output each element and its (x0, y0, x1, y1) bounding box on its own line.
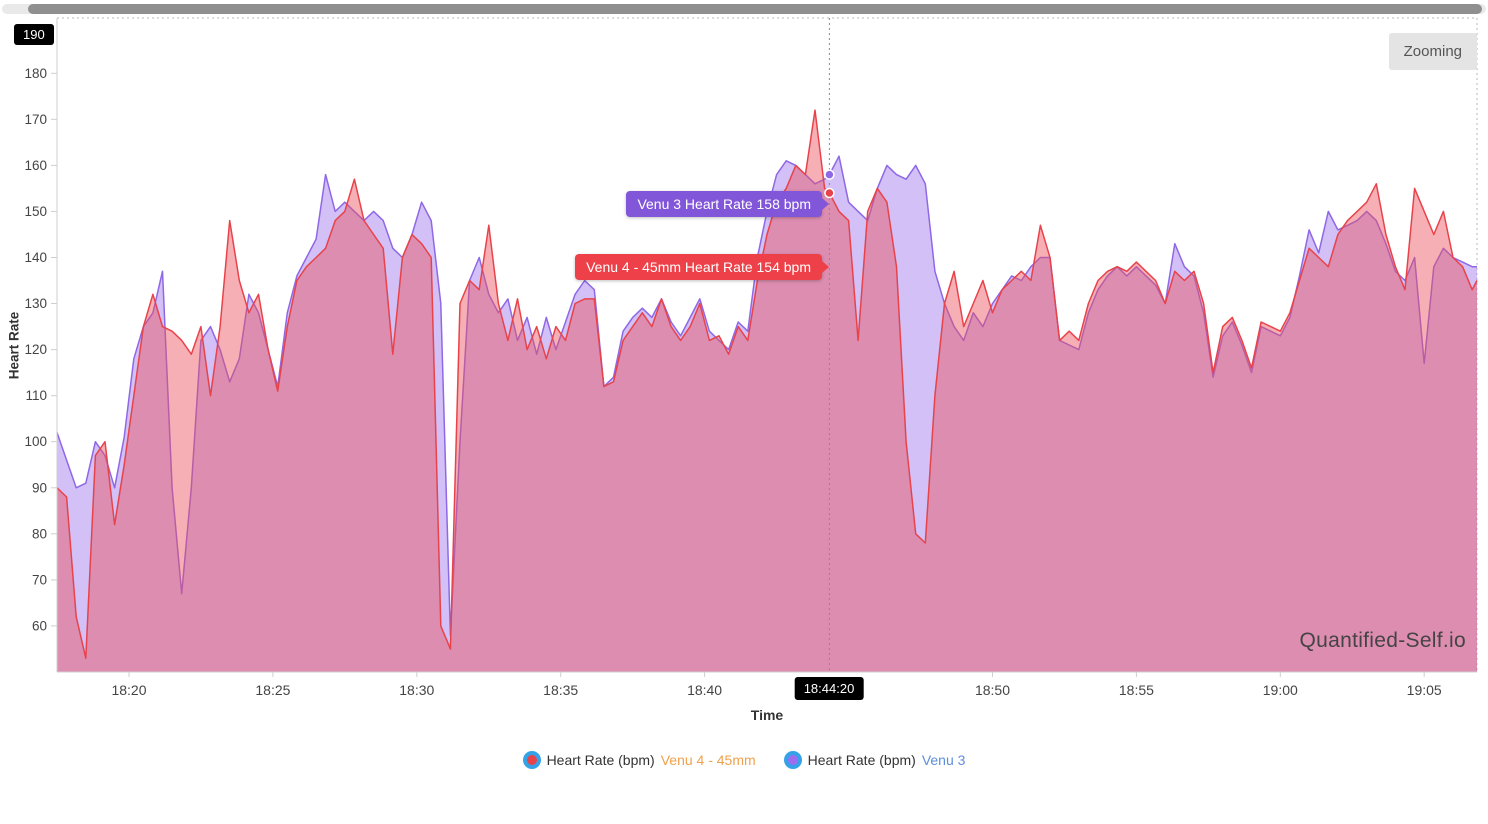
crosshair-y-label: 190 (14, 24, 54, 45)
y-axis-title: Heart Rate (6, 311, 22, 380)
range-scrollbar-handle[interactable] (28, 4, 1482, 14)
legend-metric-label: Heart Rate (bpm) (807, 752, 916, 768)
zooming-mode-button[interactable]: Zooming (1388, 33, 1477, 70)
crosshair-x-label: 18:44:20 (794, 677, 864, 700)
y-tick-label: 150 (24, 204, 47, 219)
legend-series-name: Venu 3 (921, 752, 966, 768)
y-tick-label: 110 (25, 388, 47, 403)
x-tick-label: 18:20 (111, 682, 146, 698)
legend-item-venu3[interactable]: Heart Rate (bpm) Venu 3 (783, 751, 966, 769)
y-tick-label: 80 (32, 526, 47, 541)
venu4-series-marker-icon (522, 751, 541, 769)
tooltip-venu3: Venu 3 Heart Rate 158 bpm (626, 191, 829, 217)
y-tick-label: 120 (24, 342, 47, 357)
legend: Heart Rate (bpm) Venu 4 - 45mm Heart Rat… (0, 751, 1488, 769)
watermark: Quantified-Self.io (1299, 629, 1466, 652)
legend-item-venu4[interactable]: Heart Rate (bpm) Venu 4 - 45mm (522, 751, 756, 769)
venu3-series-marker-icon (783, 751, 802, 769)
heart-rate-chart[interactable]: 60 70 80 90 100 110 120 130 140 150 160 170 180 18:20… (0, 0, 1488, 730)
x-tick-label: 18:40 (687, 682, 722, 698)
x-axis-title: Time (750, 707, 784, 723)
x-tick-label: 19:00 (1263, 682, 1298, 698)
y-tick-label: 60 (32, 618, 47, 633)
y-tick-label: 170 (24, 112, 47, 127)
x-tick-label: 18:35 (543, 682, 578, 698)
x-tick-label: 18:30 (399, 682, 434, 698)
venu4-area (57, 110, 1477, 673)
x-tick-label: 18:50 (975, 682, 1010, 698)
y-tick-label: 140 (24, 250, 47, 265)
x-tick-label: 19:05 (1407, 682, 1442, 698)
legend-series-name: Venu 4 - 45mm (660, 752, 756, 768)
y-tick-label: 160 (24, 158, 47, 173)
crosshair-marker-venu3 (824, 169, 835, 180)
y-tick-label: 90 (32, 480, 47, 495)
venu3-area (57, 156, 1477, 672)
x-tick-label: 18:25 (255, 682, 290, 698)
venu4-line (56, 109, 1478, 659)
crosshair-marker-venu4 (824, 187, 835, 199)
y-tick-label: 130 (24, 296, 47, 311)
y-tick-label: 180 (24, 66, 47, 81)
y-tick-label: 70 (32, 572, 47, 587)
y-tick-label: 100 (24, 434, 47, 449)
tooltip-venu4: Venu 4 - 45mm Heart Rate 154 bpm (575, 254, 829, 280)
x-tick-label: 18:55 (1119, 682, 1154, 698)
legend-metric-label: Heart Rate (bpm) (546, 752, 655, 768)
